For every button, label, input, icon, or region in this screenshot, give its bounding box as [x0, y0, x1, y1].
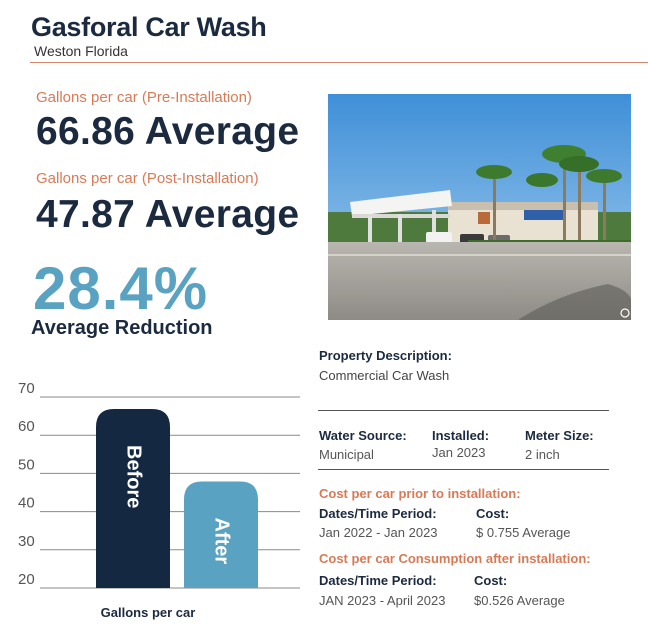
property-description-value: Commercial Car Wash: [319, 368, 450, 383]
bar-after: [184, 481, 258, 588]
water-source-title: Water Source:: [319, 428, 407, 443]
cost-prior-period-value: Jan 2022 - Jan 2023: [319, 525, 438, 540]
gallons-bar-chart: 20 30 40 50 60 70 Before After Gallons per car: [0, 380, 320, 639]
bar-label-before: Before: [123, 445, 145, 508]
cost-after-heading: Cost per car Consumption after installat…: [319, 551, 591, 566]
y-tick-label: 20: [18, 571, 35, 588]
cost-prior-cost-title: Cost:: [476, 506, 510, 521]
property-description-title: Property Description:: [319, 348, 452, 363]
car-wash-photo: [328, 94, 631, 320]
post-installation-label: Gallons per car (Post-Installation): [36, 170, 259, 187]
water-source-value: Municipal: [319, 447, 374, 462]
divider-2: [318, 469, 609, 470]
meter-size-title: Meter Size:: [525, 428, 594, 443]
y-tick-label: 50: [18, 456, 35, 473]
cost-after-cost-title: Cost:: [474, 573, 508, 588]
cost-prior-period-title: Dates/Time Period:: [319, 506, 437, 521]
cost-prior-heading: Cost per car prior to installation:: [319, 486, 521, 501]
reduction-percent: 28.4%: [33, 255, 209, 322]
page-title: Gasforal Car Wash: [31, 12, 267, 42]
pre-installation-label: Gallons per car (Pre-Installation): [36, 89, 252, 106]
cost-after-period-value: JAN 2023 - April 2023: [319, 593, 446, 608]
y-tick-label: 30: [18, 533, 35, 550]
cost-after-cost-value: $0.526 Average: [474, 593, 565, 608]
post-installation-value: 47.87 Average: [36, 193, 300, 236]
y-tick-label: 40: [18, 495, 35, 512]
y-tick-label: 70: [18, 380, 35, 397]
header-divider: [30, 62, 648, 63]
bar-label-after: After: [211, 518, 233, 565]
cost-after-period-title: Dates/Time Period:: [319, 573, 437, 588]
reduction-label: Average Reduction: [31, 317, 213, 339]
installed-value: Jan 2023: [432, 445, 486, 460]
pre-installation-value: 66.86 Average: [36, 110, 300, 153]
meter-size-value: 2 inch: [525, 447, 560, 462]
location-subtitle: Weston Florida: [34, 43, 128, 59]
bar-before: [96, 408, 170, 588]
divider-1: [318, 410, 609, 411]
cost-prior-cost-value: $ 0.755 Average: [476, 525, 571, 540]
y-tick-label: 60: [18, 418, 35, 435]
installed-title: Installed:: [432, 428, 490, 443]
x-axis-label: Gallons per car: [101, 605, 196, 620]
